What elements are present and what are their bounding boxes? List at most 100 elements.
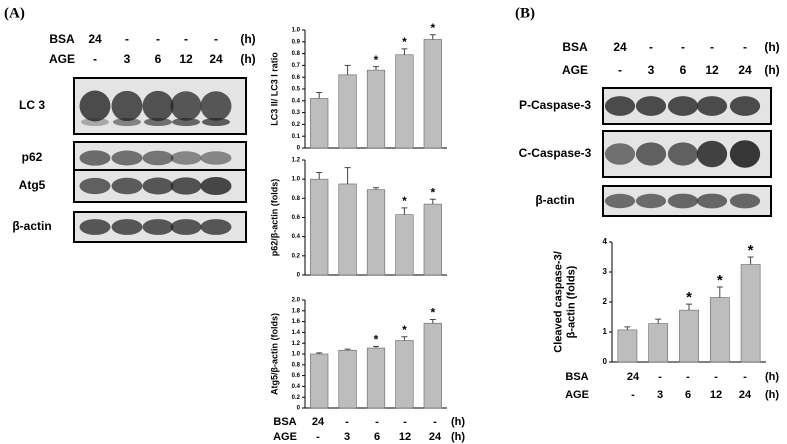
panel-label: (A) bbox=[4, 5, 25, 21]
y-tick-label: 0.1 bbox=[292, 134, 301, 140]
band bbox=[111, 150, 143, 166]
error-bar bbox=[747, 256, 754, 265]
y-tick-label: 0.3 bbox=[292, 110, 301, 116]
band bbox=[200, 219, 232, 235]
y-tick-label: 0.7 bbox=[292, 63, 301, 69]
y-tick-label: 1.0 bbox=[292, 352, 301, 358]
bar bbox=[338, 349, 357, 409]
cell: 6 bbox=[155, 52, 162, 66]
band bbox=[170, 151, 202, 165]
y-label: LC3 II/ LC3 I ratio bbox=[269, 52, 279, 126]
unit: (h) bbox=[764, 40, 779, 54]
error-bar bbox=[316, 352, 323, 354]
blot-label: P-Caspase-3 bbox=[519, 98, 591, 112]
blot-label: C-Caspase-3 bbox=[519, 146, 592, 160]
bar bbox=[395, 54, 414, 149]
cell: - bbox=[631, 389, 635, 401]
band bbox=[111, 177, 143, 195]
error-bar bbox=[344, 64, 351, 75]
band bbox=[79, 90, 111, 122]
band bbox=[200, 151, 232, 165]
band bbox=[635, 193, 667, 209]
y-tick-label: 1.0 bbox=[292, 28, 301, 34]
cell: - bbox=[375, 416, 379, 428]
band bbox=[667, 142, 699, 166]
bar bbox=[423, 203, 442, 276]
cell: 12 bbox=[179, 52, 193, 66]
y-tick-label: 0 bbox=[297, 406, 301, 412]
band bbox=[142, 177, 174, 195]
blot-label: β-actin bbox=[12, 219, 51, 233]
cell: 6 bbox=[685, 389, 691, 401]
band bbox=[729, 96, 761, 116]
y-tick-label: 0.4 bbox=[292, 384, 301, 390]
band bbox=[113, 118, 141, 126]
row-name: BSA bbox=[562, 40, 588, 54]
significance: * bbox=[686, 289, 692, 306]
unit: (h) bbox=[765, 371, 779, 383]
band bbox=[144, 118, 172, 126]
cell: - bbox=[658, 371, 662, 383]
band bbox=[696, 140, 728, 168]
error-bar bbox=[401, 207, 408, 215]
y-label-line: β-actin (folds) bbox=[565, 265, 577, 338]
band bbox=[729, 140, 761, 168]
band bbox=[696, 193, 728, 209]
error-bar bbox=[344, 167, 351, 184]
cell: - bbox=[125, 32, 129, 46]
unit: (h) bbox=[451, 416, 465, 428]
y-tick-label: 1 bbox=[603, 327, 608, 336]
y-label-line: LC3 II/ LC3 I ratio bbox=[269, 52, 279, 126]
cell: - bbox=[714, 371, 718, 383]
band bbox=[79, 150, 111, 166]
cell: 3 bbox=[657, 389, 663, 401]
cell: 24 bbox=[613, 40, 627, 54]
cell: - bbox=[649, 40, 653, 54]
band bbox=[604, 96, 636, 116]
bar bbox=[617, 329, 638, 363]
cell: - bbox=[403, 416, 407, 428]
row-name: AGE bbox=[273, 431, 297, 443]
y-label-line: Atg5/β-actin (folds) bbox=[269, 313, 279, 395]
significance: * bbox=[374, 53, 379, 67]
significance: * bbox=[717, 272, 723, 289]
y-tick-label: 1.2 bbox=[292, 341, 301, 347]
cell: - bbox=[316, 431, 320, 443]
cell: 6 bbox=[374, 431, 380, 443]
y-tick-label: 0.8 bbox=[292, 196, 301, 202]
y-label-line: p62/β-actin (folds) bbox=[269, 179, 279, 257]
cell: - bbox=[681, 40, 685, 54]
cell: 3 bbox=[648, 63, 655, 77]
significance: * bbox=[430, 21, 435, 35]
y-tick-label: 2.0 bbox=[292, 298, 301, 304]
error-bar bbox=[429, 34, 436, 40]
cell: - bbox=[743, 371, 747, 383]
cell: 24 bbox=[739, 389, 752, 401]
error-bar bbox=[655, 318, 662, 324]
cell: 24 bbox=[627, 371, 640, 383]
cell: 24 bbox=[429, 431, 442, 443]
significance: * bbox=[402, 194, 407, 208]
band bbox=[635, 142, 667, 166]
unit: (h) bbox=[764, 63, 779, 77]
cell: 3 bbox=[344, 431, 350, 443]
y-tick-label: 0.6 bbox=[292, 373, 301, 379]
band bbox=[604, 193, 636, 209]
band bbox=[170, 177, 202, 195]
error-bar bbox=[373, 66, 379, 71]
error-bar bbox=[686, 303, 692, 311]
bar bbox=[740, 264, 761, 363]
y-tick-label: 4 bbox=[603, 237, 608, 246]
bar bbox=[338, 183, 357, 276]
y-tick-label: 0 bbox=[603, 357, 608, 366]
error-bar bbox=[716, 286, 723, 298]
band bbox=[79, 219, 111, 235]
bar bbox=[310, 353, 329, 409]
cell: - bbox=[686, 371, 690, 383]
band bbox=[170, 91, 202, 121]
cell: - bbox=[93, 52, 97, 66]
band bbox=[200, 176, 232, 196]
significance: * bbox=[374, 333, 379, 347]
y-tick-label: 3 bbox=[603, 267, 608, 276]
cell: - bbox=[743, 40, 747, 54]
